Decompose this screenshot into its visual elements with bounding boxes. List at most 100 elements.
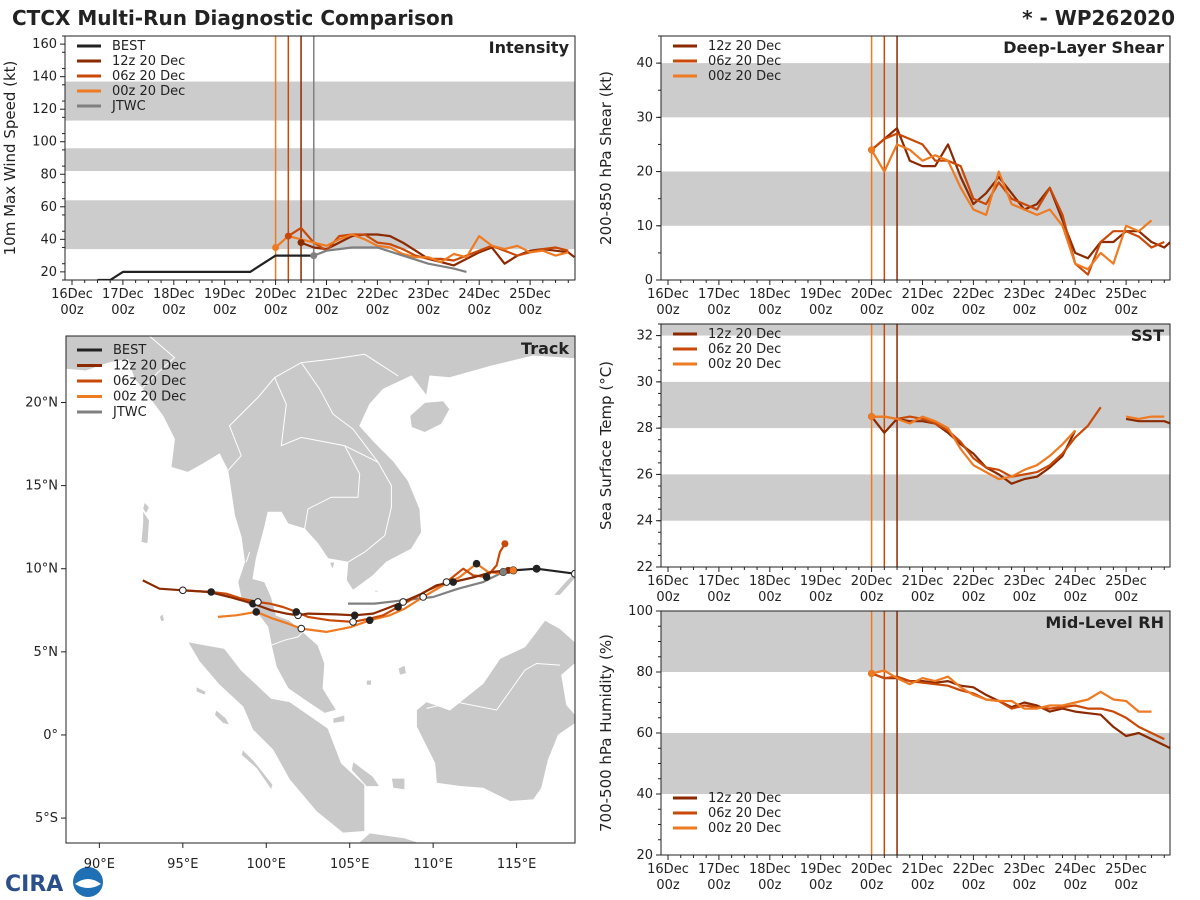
track-marker-r12 [449, 578, 457, 586]
shear-xtick-date: 19Dec [800, 287, 842, 302]
shear-ytick-label: 40 [636, 56, 653, 71]
sst-xtick-date: 23Dec [1003, 574, 1045, 589]
track-land-mentawai [240, 749, 274, 791]
track-marker-r06 [349, 618, 357, 626]
figure-title: CTCX Multi-Run Diagnostic Comparison [12, 6, 454, 30]
shear-ytick-label: 10 [636, 219, 653, 234]
shear-xtick-hour: 00z [860, 303, 884, 318]
intensity-title: Intensity [489, 38, 570, 57]
panel-intensity: 2040608010012014016016Dec00z17Dec00z18De… [1, 35, 576, 318]
rh-band [661, 733, 1170, 794]
rh-ylabel: 700-500 hPa Humidity (%) [597, 634, 615, 832]
intensity-xtick-hour: 00z [111, 303, 135, 318]
shear-title: Deep-Layer Shear [1003, 38, 1164, 57]
rh-xtick-date: 17Dec [698, 862, 740, 877]
rh-ytick-label: 80 [636, 665, 653, 680]
intensity-line-jtwc [313, 246, 467, 273]
track-land-anambas [366, 679, 372, 686]
sst-xtick-hour: 00z [1114, 590, 1138, 605]
track-marker-r12 [350, 611, 359, 620]
sst-ytick-label: 26 [636, 467, 653, 482]
track-legend-label: BEST [113, 343, 146, 358]
rh-line-r00 [871, 669, 1152, 713]
track-land-mindanao [574, 609, 575, 639]
intensity-ylabel: 10m Max Wind Speed (kt) [1, 61, 19, 256]
track-ytick-label: 5°N [34, 645, 59, 660]
sst-xtick-hour: 00z [707, 590, 731, 605]
sst-xtick-hour: 00z [1013, 590, 1037, 605]
sst-ylabel: Sea Surface Temp (°C) [597, 361, 615, 530]
track-legend-label: 06z 20 Dec [113, 374, 186, 389]
rh-xtick-hour: 00z [758, 878, 782, 893]
logo-text: CIRA [5, 872, 63, 897]
track-land-sulawesi [574, 720, 575, 827]
track-land-java [357, 832, 422, 843]
track-marker-start [501, 540, 509, 548]
shear-series-group [870, 127, 1170, 276]
track-marker-r00 [472, 559, 481, 568]
track-marker-r06 [442, 578, 451, 586]
track-line-jtwc [348, 571, 504, 605]
cira-logo: CIRA [5, 867, 103, 897]
rh-xtick-hour: 00z [911, 878, 935, 893]
intensity-xtick-hour: 00z [417, 303, 441, 318]
intensity-frame [64, 35, 576, 281]
rh-start-marker [868, 670, 876, 678]
track-land-mainland-asia [66, 336, 575, 714]
track-xtick-label: 90°E [84, 857, 115, 872]
rh-xtick-hour: 00z [860, 878, 884, 893]
track-land-andaman-n [142, 501, 150, 515]
rh-xtick-date: 20Dec [851, 862, 893, 877]
track-marker-r12 [399, 598, 407, 606]
intensity-xtick-date: 20Dec [255, 287, 297, 302]
shear-xtick-hour: 00z [1114, 303, 1138, 318]
shear-start-marker [868, 146, 876, 154]
sst-ytick-label: 32 [636, 329, 653, 344]
track-country-border [426, 662, 561, 711]
track-xtick-label: 115°E [497, 857, 537, 872]
track-country-border [139, 336, 176, 392]
rh-legend-label: 06z 20 Dec [708, 806, 781, 821]
track-country-border [245, 551, 251, 563]
track-land-natuna [397, 664, 407, 676]
intensity-start-marker [284, 232, 292, 240]
track-marker-best [571, 569, 575, 578]
track-land-bangka [350, 760, 381, 787]
intensity-series-group [97, 226, 575, 280]
sst-ytick-label: 28 [636, 421, 653, 436]
rh-ytick-label: 20 [636, 848, 653, 863]
sst-xtick-date: 21Dec [902, 574, 944, 589]
intensity-xtick-hour: 00z [315, 303, 339, 318]
sst-band [661, 324, 1170, 336]
intensity-legend-label: 06z 20 Dec [112, 69, 185, 84]
intensity-xtick-hour: 00z [213, 303, 237, 318]
track-marker-r00 [297, 624, 306, 633]
shear-xtick-hour: 00z [656, 303, 680, 318]
intensity-ytick-label: 20 [40, 265, 57, 280]
track-marker-r06 [394, 603, 402, 611]
track-land-andaman [140, 509, 150, 545]
track-land-con-son [374, 589, 379, 593]
rh-xtick-date: 24Dec [1054, 862, 1096, 877]
shear-frame [660, 35, 1171, 281]
shear-xtick-date: 23Dec [1003, 287, 1045, 302]
sst-xtick-hour: 00z [1064, 590, 1088, 605]
intensity-xtick-hour: 00z [468, 303, 492, 318]
shear-ytick-label: 0 [645, 273, 653, 288]
rh-xtick-date: 25Dec [1105, 862, 1147, 877]
intensity-band [65, 81, 575, 121]
rh-line-r06 [871, 672, 1165, 741]
track-xtick-label: 110°E [413, 857, 453, 872]
intensity-xtick-date: 16Dec [51, 287, 93, 302]
shear-xtick-date: 24Dec [1054, 287, 1096, 302]
shear-xtick-hour: 00z [758, 303, 782, 318]
intensity-ytick-label: 60 [40, 200, 57, 215]
intensity-xtick-hour: 00z [60, 303, 84, 318]
track-marker-r06 [207, 588, 215, 596]
shear-legend-label: 06z 20 Dec [708, 54, 781, 69]
intensity-ytick-label: 80 [40, 167, 57, 182]
track-land-group [66, 336, 575, 843]
shear-ytick-label: 30 [636, 110, 653, 125]
intensity-xtick-date: 19Dec [204, 287, 246, 302]
